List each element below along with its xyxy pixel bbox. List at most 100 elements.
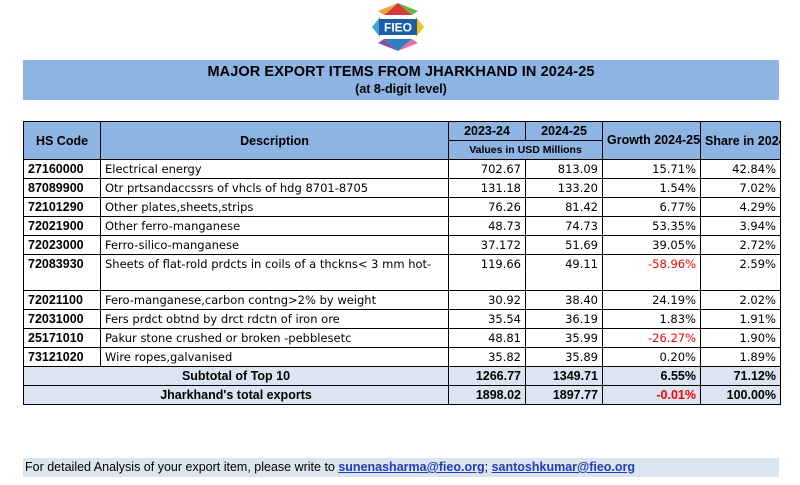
table-row: 72101290 Other plates,sheets,strips 76.26 8… <box>23 197 781 217</box>
header-row: HS Code Description 2023-24 2024-25 Grow… <box>23 121 781 160</box>
description-cell: Fers prdct obtnd by drct rdctn of iron o… <box>100 309 449 329</box>
value-2024-25-cell: 51.69 <box>525 235 603 255</box>
col-header-description: Description <box>100 121 449 160</box>
share-cell: 2.02% <box>700 290 781 310</box>
fieo-logo: FIEO <box>370 2 426 52</box>
footer-separator: ; <box>484 460 492 474</box>
hs-code-cell: 72101290 <box>23 197 101 217</box>
table-body: 27160000 Electrical energy 702.67 813.09 15.… <box>23 159 781 367</box>
col-header-2024-25: 2024-25 <box>525 121 603 141</box>
value-2024-25-cell: 49.11 <box>525 254 603 291</box>
share-cell: 7.02% <box>700 178 781 198</box>
description-cell: Ferro-silico-manganese <box>100 235 449 255</box>
hs-code-cell: 72023000 <box>23 235 101 255</box>
share-cell: 1.90% <box>700 328 781 348</box>
col-header-2023-24: 2023-24 <box>448 121 526 141</box>
subtotal-2024-25: 1349.71 <box>525 366 603 386</box>
value-2023-24-cell: 37.172 <box>448 235 526 255</box>
table-row: 25171010 Pakur stone crushed or broken -p… <box>23 328 781 348</box>
value-2024-25-cell: 38.40 <box>525 290 603 310</box>
subtotal-share: 71.12% <box>700 366 781 386</box>
total-row: Jharkhand's total exports 1898.02 1897.7… <box>23 385 781 405</box>
hs-code-cell: 72083930 <box>23 254 101 291</box>
value-2024-25-cell: 35.89 <box>525 347 603 367</box>
table-row: 72021100 Fero-manganese,carbon contng>2% … <box>23 290 781 310</box>
growth-cell: 6.77% <box>602 197 701 217</box>
value-2023-24-cell: 35.82 <box>448 347 526 367</box>
subtotal-label: Subtotal of Top 10 <box>23 366 449 386</box>
col-header-growth: Growth 2024-25 (vis-à-vis 2023-24) <box>602 121 701 160</box>
hs-code-cell: 72021900 <box>23 216 101 236</box>
growth-cell: 24.19% <box>602 290 701 310</box>
table-row: 87089900 Otr prtsandaccssrs of vhcls of h… <box>23 178 781 198</box>
values-unit-label: Values in USD Millions <box>448 140 603 160</box>
value-2023-24-cell: 35.54 <box>448 309 526 329</box>
hs-code-cell: 87089900 <box>23 178 101 198</box>
value-2024-25-cell: 35.99 <box>525 328 603 348</box>
value-2023-24-cell: 30.92 <box>448 290 526 310</box>
growth-cell: -26.27% <box>602 328 701 348</box>
total-growth: -0.01% <box>602 385 701 405</box>
hs-code-cell: 72031000 <box>23 309 101 329</box>
value-2023-24-cell: 131.18 <box>448 178 526 198</box>
description-cell: Otr prtsandaccssrs of vhcls of hdg 8701-… <box>100 178 449 198</box>
col-header-hs-code: HS Code <box>23 121 101 160</box>
total-2024-25: 1897.77 <box>525 385 603 405</box>
hs-code-cell: 27160000 <box>23 159 101 179</box>
page-subtitle: (at 8-digit level) <box>355 82 447 96</box>
hs-code-cell: 73121020 <box>23 347 101 367</box>
value-2023-24-cell: 119.66 <box>448 254 526 291</box>
table-row: 72021900 Other ferro-manganese 48.73 74.73 5… <box>23 216 781 236</box>
growth-cell: -58.96% <box>602 254 701 291</box>
hs-code-cell: 25171010 <box>23 328 101 348</box>
value-2024-25-cell: 81.42 <box>525 197 603 217</box>
share-cell: 4.29% <box>700 197 781 217</box>
description-cell: Wire ropes,galvanised <box>100 347 449 367</box>
title-band: MAJOR EXPORT ITEMS FROM JHARKHAND IN 202… <box>23 60 779 100</box>
description-cell: Pakur stone crushed or broken -pebbleset… <box>100 328 449 348</box>
value-2023-24-cell: 48.81 <box>448 328 526 348</box>
value-2024-25-cell: 74.73 <box>525 216 603 236</box>
table-row: 73121020 Wire ropes,galvanised 35.82 35.89 0… <box>23 347 781 367</box>
table-row: 72031000 Fers prdct obtnd by drct rdctn o… <box>23 309 781 329</box>
table-row: 72083930 Sheets of flat-rold prdcts in co… <box>23 254 781 291</box>
col-header-share: Share in 2024-25 <box>700 121 781 160</box>
exports-table: HS Code Description 2023-24 2024-25 Grow… <box>23 121 781 405</box>
growth-cell: 15.71% <box>602 159 701 179</box>
value-2024-25-cell: 36.19 <box>525 309 603 329</box>
email-link-santosh[interactable]: santoshkumar@fieo.org <box>491 460 636 474</box>
description-cell: Other ferro-manganese <box>100 216 449 236</box>
growth-cell: 1.54% <box>602 178 701 198</box>
subtotal-row: Subtotal of Top 10 1266.77 1349.71 6.55%… <box>23 366 781 386</box>
growth-cell: 1.83% <box>602 309 701 329</box>
growth-cell: 39.05% <box>602 235 701 255</box>
value-2024-25-cell: 133.20 <box>525 178 603 198</box>
description-cell: Electrical energy <box>100 159 449 179</box>
subtotal-2023-24: 1266.77 <box>448 366 526 386</box>
logo-text: FIEO <box>384 21 412 35</box>
share-cell: 1.91% <box>700 309 781 329</box>
value-2023-24-cell: 76.26 <box>448 197 526 217</box>
table-row: 27160000 Electrical energy 702.67 813.09 15.… <box>23 159 781 179</box>
share-cell: 2.59% <box>700 254 781 291</box>
description-cell: Other plates,sheets,strips <box>100 197 449 217</box>
footer-note: For detailed Analysis of your export ite… <box>23 458 779 477</box>
growth-cell: 0.20% <box>602 347 701 367</box>
total-label: Jharkhand's total exports <box>23 385 449 405</box>
hs-code-cell: 72021100 <box>23 290 101 310</box>
total-2023-24: 1898.02 <box>448 385 526 405</box>
page-title: MAJOR EXPORT ITEMS FROM JHARKHAND IN 202… <box>207 64 595 80</box>
description-cell: Fero-manganese,carbon contng>2% by weigh… <box>100 290 449 310</box>
growth-cell: 53.35% <box>602 216 701 236</box>
email-link-sunena[interactable]: sunenasharma@fieo.org <box>338 460 485 474</box>
share-cell: 2.72% <box>700 235 781 255</box>
share-cell: 1.89% <box>700 347 781 367</box>
share-cell: 42.84% <box>700 159 781 179</box>
description-cell: Sheets of flat-rold prdcts in coils of a… <box>100 254 449 291</box>
value-2023-24-cell: 702.67 <box>448 159 526 179</box>
footer-text: For detailed Analysis of your export ite… <box>25 460 339 474</box>
value-2023-24-cell: 48.73 <box>448 216 526 236</box>
subtotal-growth: 6.55% <box>602 366 701 386</box>
share-cell: 3.94% <box>700 216 781 236</box>
table-row: 72023000 Ferro-silico-manganese 37.172 51.6… <box>23 235 781 255</box>
